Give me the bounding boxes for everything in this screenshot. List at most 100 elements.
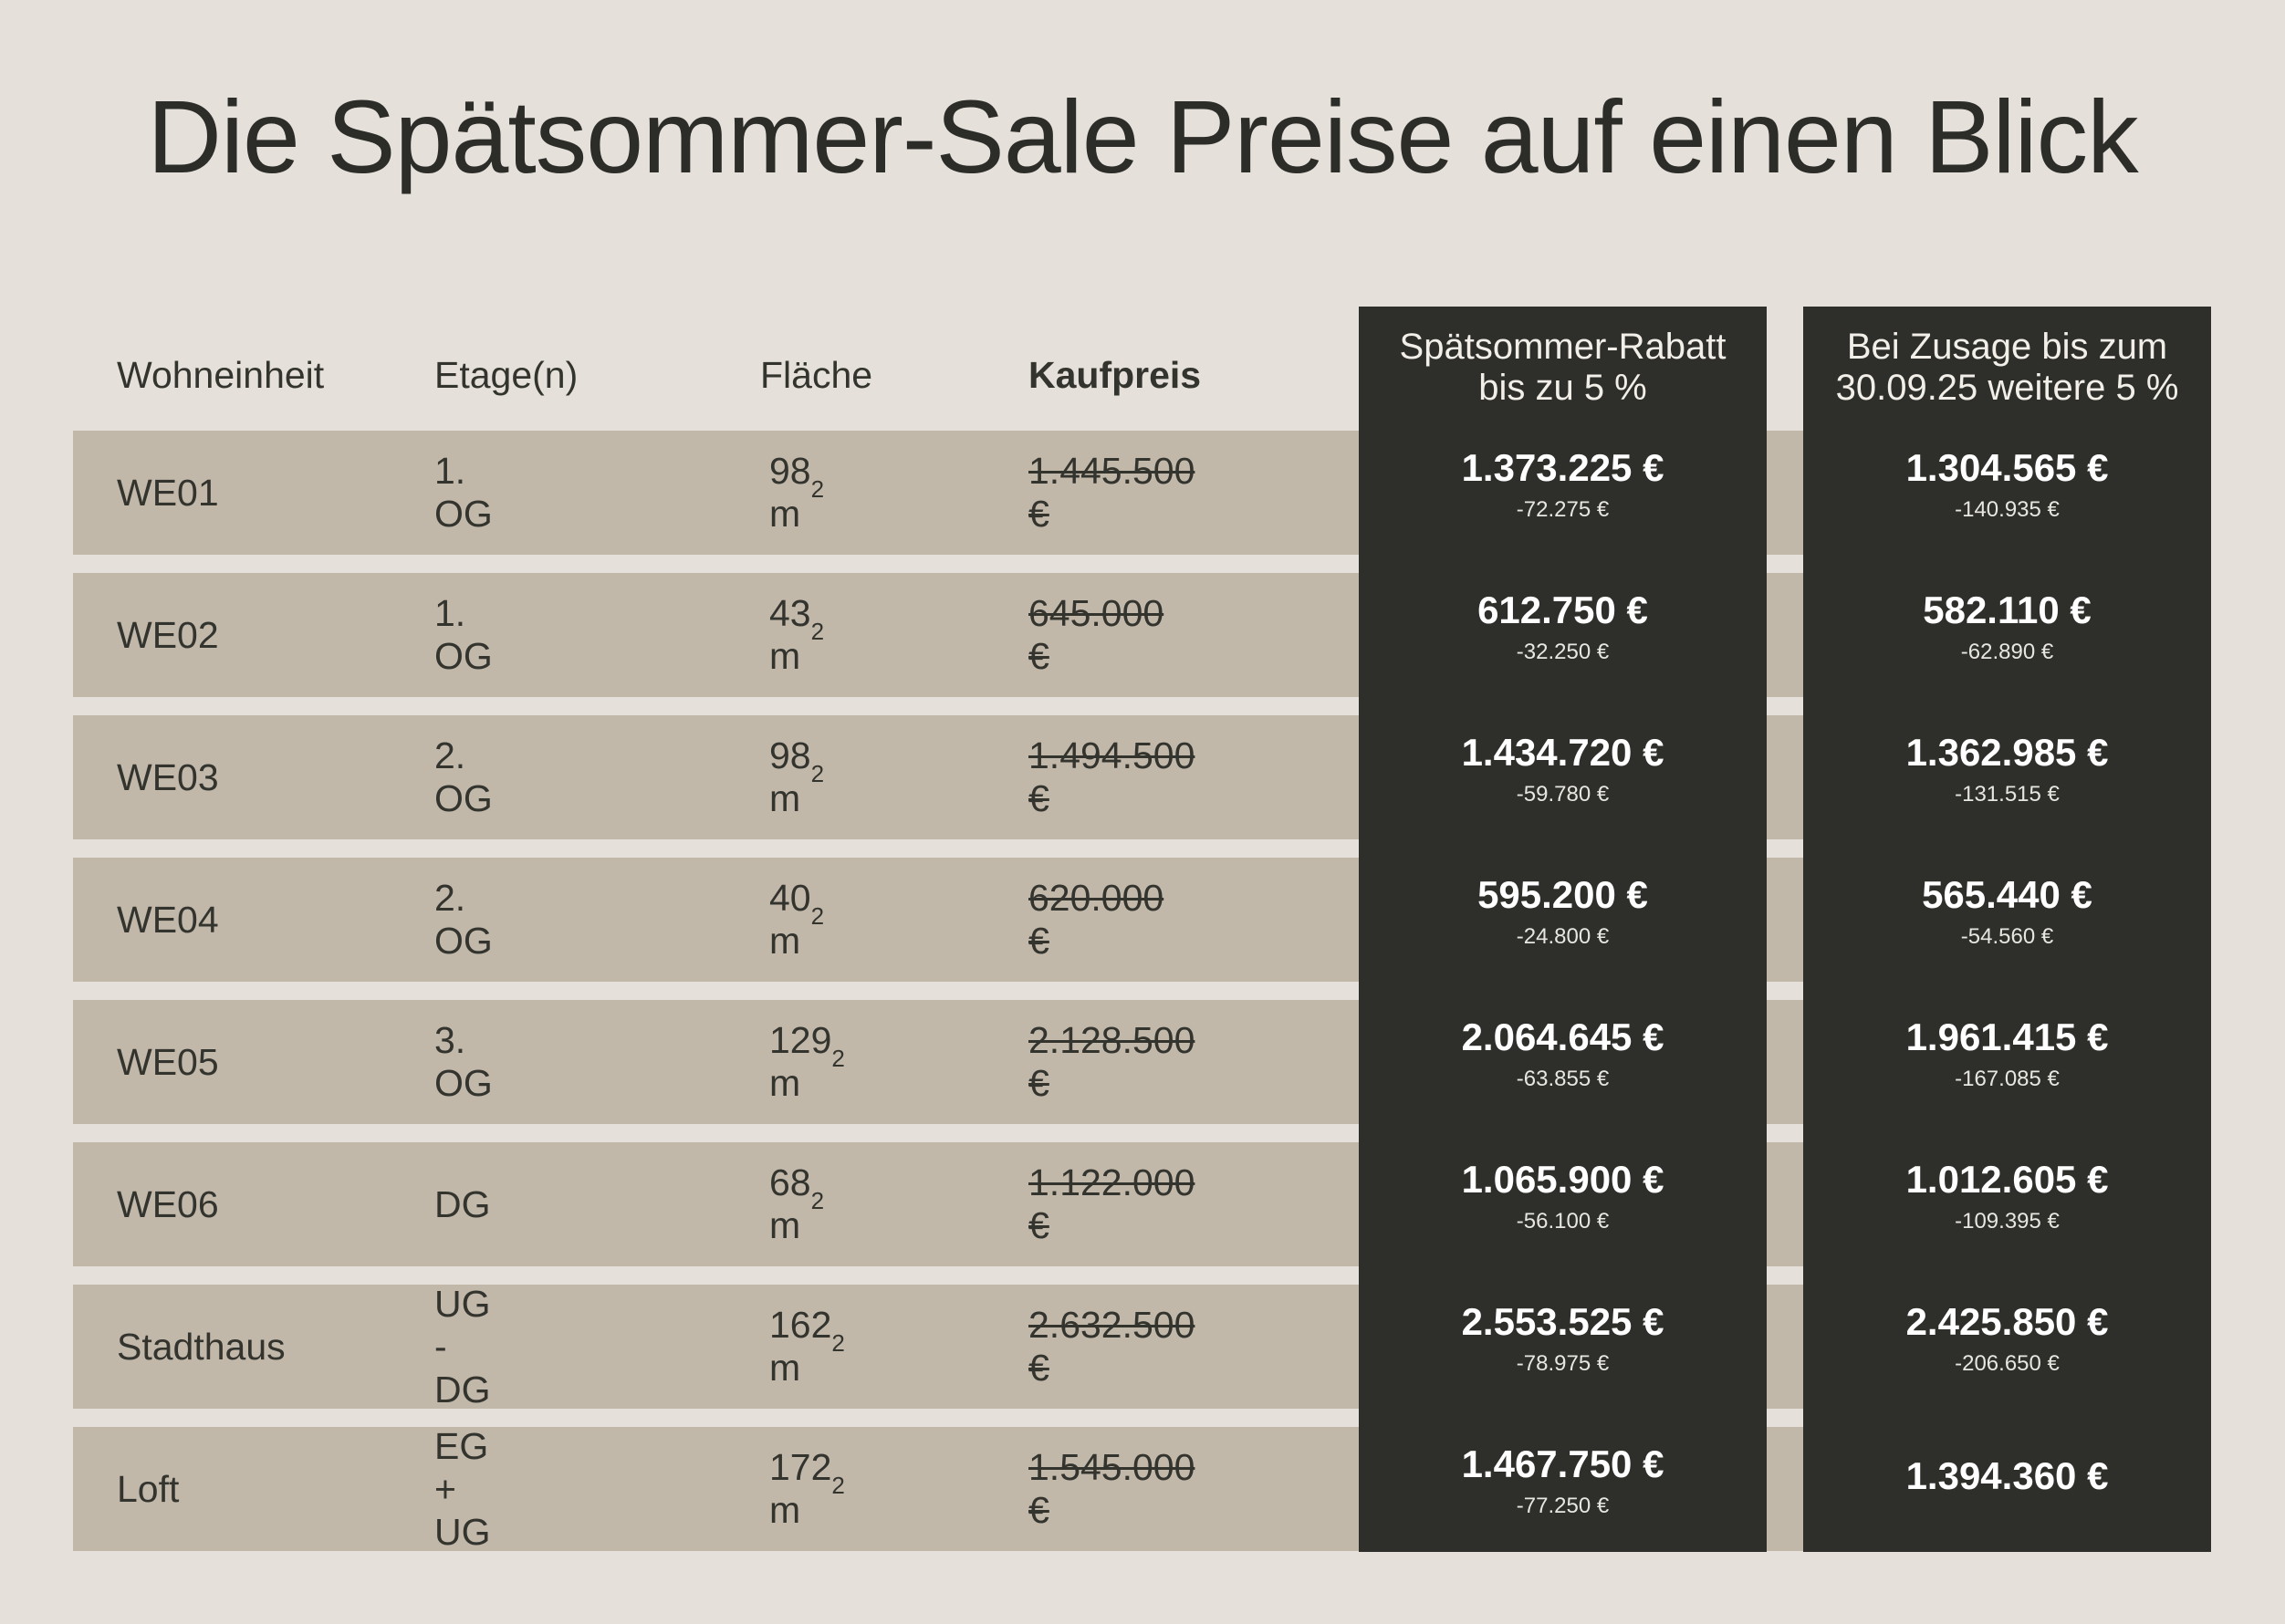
cell-discount2: 1.961.415 € -167.085 €	[1803, 1000, 2211, 1124]
row-band	[73, 1285, 1359, 1409]
row-band	[73, 715, 1359, 839]
cell-discount1: 1.373.225 € -72.275 €	[1359, 431, 1767, 555]
cell-discount1: 1.065.900 € -56.100 €	[1359, 1142, 1767, 1266]
cell-original-price: 1.445.500 €	[1028, 450, 1195, 535]
discount2-savings: -140.935 €	[1955, 496, 2060, 522]
discount2-savings: -131.515 €	[1955, 781, 2060, 807]
discount1-savings: -72.275 €	[1516, 496, 1610, 522]
cell-discount2: 1.394.360 €	[1803, 1427, 2211, 1551]
discount1-savings: -24.800 €	[1516, 923, 1610, 949]
cell-discount2: 565.440 € -54.560 €	[1803, 858, 2211, 982]
discount2-price: 565.440 €	[1922, 872, 2092, 916]
header-discount1: Spätsommer-Rabatt bis zu 5 %	[1399, 327, 1727, 408]
cell-discount2: 2.425.850 € -206.650 €	[1803, 1285, 2211, 1409]
row-band-gap	[1767, 431, 1803, 555]
discount1-savings: -77.250 €	[1516, 1493, 1610, 1518]
header-unit: Wohneinheit	[117, 354, 325, 396]
discount2-savings: -167.085 €	[1955, 1066, 2060, 1091]
discount1-savings: -59.780 €	[1516, 781, 1610, 807]
header-floor: Etage(n)	[434, 354, 579, 396]
row-band	[73, 1427, 1359, 1551]
cell-discount2: 1.012.605 € -109.395 €	[1803, 1142, 2211, 1266]
discount1-savings: -32.250 €	[1516, 639, 1610, 664]
row-band-gap	[1767, 573, 1803, 697]
cell-discount2: 1.362.985 € -131.515 €	[1803, 715, 2211, 839]
cell-floor: 2. OG	[434, 734, 493, 819]
discount2-price: 582.110 €	[1923, 588, 2092, 631]
row-band-gap	[1767, 1000, 1803, 1124]
cell-floor: 2. OG	[434, 877, 493, 962]
discount1-price: 2.553.525 €	[1461, 1299, 1664, 1343]
discount1-price: 1.434.720 €	[1461, 730, 1664, 774]
page-title: Die Spätsommer-Sale Preise auf einen Bli…	[147, 79, 2138, 194]
row-band	[73, 1000, 1359, 1124]
discount1-column-bg	[1359, 307, 1767, 1552]
cell-floor: 1. OG	[434, 450, 493, 535]
cell-discount1: 2.553.525 € -78.975 €	[1359, 1285, 1767, 1409]
cell-discount1: 595.200 € -24.800 €	[1359, 858, 1767, 982]
cell-discount2: 582.110 € -62.890 €	[1803, 573, 2211, 697]
discount2-price: 1.012.605 €	[1905, 1157, 2109, 1201]
cell-discount1: 2.064.645 € -63.855 €	[1359, 1000, 1767, 1124]
discount2-savings: -62.890 €	[1960, 639, 2054, 664]
discount2-price: 2.425.850 €	[1905, 1299, 2109, 1343]
cell-unit: WE03	[117, 755, 219, 798]
row-band-gap	[1767, 715, 1803, 839]
header-discount2: Bei Zusage bis zum 30.09.25 weitere 5 %	[1835, 327, 2179, 408]
discount1-price: 1.373.225 €	[1461, 445, 1664, 489]
discount1-price: 595.200 €	[1477, 872, 1648, 916]
row-band-gap	[1767, 1142, 1803, 1266]
cell-unit: WE04	[117, 898, 219, 941]
row-band-gap	[1767, 1427, 1803, 1551]
row-band	[73, 1142, 1359, 1266]
discount1-price: 1.065.900 €	[1461, 1157, 1664, 1201]
cell-floor: UG - DG	[434, 1282, 491, 1411]
cell-unit: WE06	[117, 1182, 219, 1225]
cell-unit: WE01	[117, 471, 219, 514]
discount2-price: 1.304.565 €	[1905, 445, 2109, 489]
cell-floor: DG	[434, 1182, 491, 1225]
discount1-savings: -56.100 €	[1516, 1208, 1610, 1234]
cell-floor: 3. OG	[434, 1019, 493, 1104]
cell-original-price: 645.000 €	[1028, 592, 1164, 677]
cell-unit: WE02	[117, 613, 219, 656]
cell-discount1: 1.434.720 € -59.780 €	[1359, 715, 1767, 839]
discount2-savings: -54.560 €	[1960, 923, 2054, 949]
header-price: Kaufpreis	[1028, 354, 1202, 396]
cell-original-price: 2.128.500 €	[1028, 1019, 1195, 1104]
cell-original-price: 620.000 €	[1028, 877, 1164, 962]
cell-floor: 1. OG	[434, 592, 493, 677]
cell-unit: Stadthaus	[117, 1325, 286, 1368]
row-band-gap	[1767, 1285, 1803, 1409]
row-band	[73, 573, 1359, 697]
cell-original-price: 1.545.000 €	[1028, 1446, 1195, 1531]
cell-original-price: 1.122.000 €	[1028, 1161, 1195, 1246]
discount2-column-bg	[1803, 307, 2211, 1552]
cell-unit: WE05	[117, 1040, 219, 1083]
discount1-price: 612.750 €	[1477, 588, 1648, 631]
cell-unit: Loft	[117, 1467, 180, 1510]
cell-original-price: 1.494.500 €	[1028, 734, 1195, 819]
cell-discount2: 1.304.565 € -140.935 €	[1803, 431, 2211, 555]
discount2-savings: -109.395 €	[1955, 1208, 2060, 1234]
row-band	[73, 431, 1359, 555]
cell-original-price: 2.632.500 €	[1028, 1304, 1195, 1389]
row-band	[73, 858, 1359, 982]
discount1-price: 1.467.750 €	[1461, 1442, 1664, 1485]
discount1-savings: -78.975 €	[1516, 1350, 1610, 1376]
discount1-savings: -63.855 €	[1516, 1066, 1610, 1091]
header-area: Fläche	[760, 354, 873, 396]
cell-floor: EG + UG	[434, 1424, 491, 1553]
cell-discount1: 1.467.750 € -77.250 €	[1359, 1427, 1767, 1551]
discount1-price: 2.064.645 €	[1461, 1015, 1664, 1058]
row-band-gap	[1767, 858, 1803, 982]
discount2-savings: -206.650 €	[1955, 1350, 2060, 1376]
discount2-price: 1.961.415 €	[1905, 1015, 2109, 1058]
discount2-price: 1.394.360 €	[1905, 1453, 2109, 1497]
